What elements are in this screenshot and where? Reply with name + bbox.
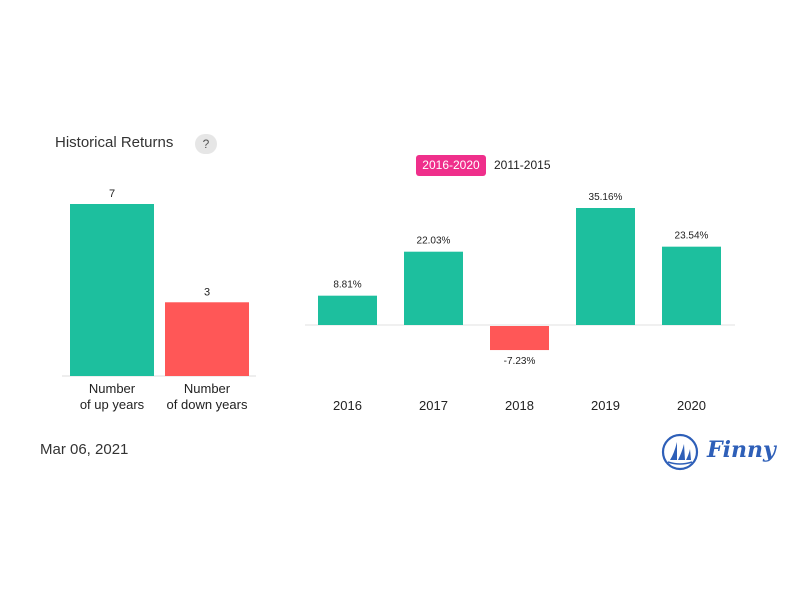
category-label: Number <box>184 381 231 396</box>
category-label: Number <box>89 381 136 396</box>
data-label: 8.81% <box>333 280 361 291</box>
bar-2019 <box>576 208 635 325</box>
data-label: 7 <box>109 188 115 200</box>
help-icon[interactable]: ? <box>195 134 217 154</box>
year-label: 2016 <box>333 398 362 413</box>
data-label: 22.03% <box>417 236 451 247</box>
data-label: 35.16% <box>589 192 623 203</box>
data-label: 23.54% <box>675 231 709 242</box>
bar-2016 <box>318 295 377 325</box>
year-label: 2018 <box>505 398 534 413</box>
annual-returns-chart: 8.81% 2016 22.03% 2017 -7.23% 2018 35.16% 2019 2… <box>305 192 735 413</box>
bar-2017 <box>404 251 463 325</box>
data-label: -7.23% <box>504 356 536 367</box>
year-label: 2020 <box>677 398 706 413</box>
finny-logo-icon <box>661 433 699 471</box>
bar-up-years <box>70 204 154 376</box>
as-of-date: Mar 06, 2021 <box>40 441 129 458</box>
category-label: of up years <box>80 397 145 412</box>
finny-logo-text: Finny <box>707 437 776 463</box>
tab-2016-2020[interactable]: 2016-2020 <box>416 155 486 176</box>
bar-2018 <box>490 326 549 351</box>
tab-2011-2015[interactable]: 2011-2015 <box>494 158 551 172</box>
year-label: 2019 <box>591 398 620 413</box>
bar-down-years <box>165 302 249 376</box>
category-label: of down years <box>167 397 248 412</box>
bar-2020 <box>662 246 721 325</box>
chart-title: Historical Returns <box>55 134 174 151</box>
data-label: 3 <box>204 286 210 298</box>
year-label: 2017 <box>419 398 448 413</box>
